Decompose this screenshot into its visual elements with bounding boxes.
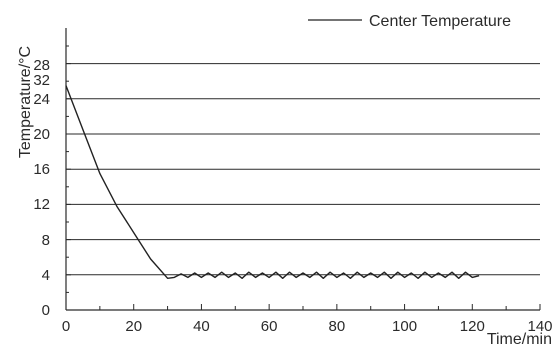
y-tick-label: 32 bbox=[33, 72, 50, 89]
y-tick-label: 16 bbox=[33, 161, 50, 178]
x-tick-label: 0 bbox=[62, 318, 70, 335]
y-tick-label: 0 bbox=[42, 302, 50, 319]
y-tick-label: 8 bbox=[42, 232, 50, 249]
y-tick-label: 28 bbox=[33, 57, 50, 74]
y-tick-label: 12 bbox=[33, 196, 50, 213]
x-tick-label: 40 bbox=[193, 318, 210, 335]
series-line-center-temperature bbox=[65, 85, 480, 279]
legend-label: Center Temperature bbox=[369, 13, 511, 30]
gridlines bbox=[66, 63, 540, 276]
x-tick-label: 100 bbox=[392, 318, 417, 335]
y-tick-label: 24 bbox=[33, 91, 50, 108]
x-tick-label: 60 bbox=[261, 318, 278, 335]
x-tick-label: 140 bbox=[527, 318, 552, 335]
tick-marks bbox=[65, 45, 541, 311]
x-tick-label: 120 bbox=[460, 318, 485, 335]
y-axis-title: Temperature/°C bbox=[17, 46, 34, 158]
x-tick-label: 80 bbox=[329, 318, 346, 335]
x-tick-label: 20 bbox=[125, 318, 142, 335]
y-tick-label: 4 bbox=[42, 267, 50, 284]
series-lines bbox=[65, 85, 480, 279]
legend: Center Temperature bbox=[308, 13, 511, 30]
x-axis-title: Time/min bbox=[487, 331, 552, 348]
y-tick-label: 20 bbox=[33, 126, 50, 143]
x-tick-labels: 0 20 40 60 80 100 120 140 bbox=[62, 318, 553, 335]
